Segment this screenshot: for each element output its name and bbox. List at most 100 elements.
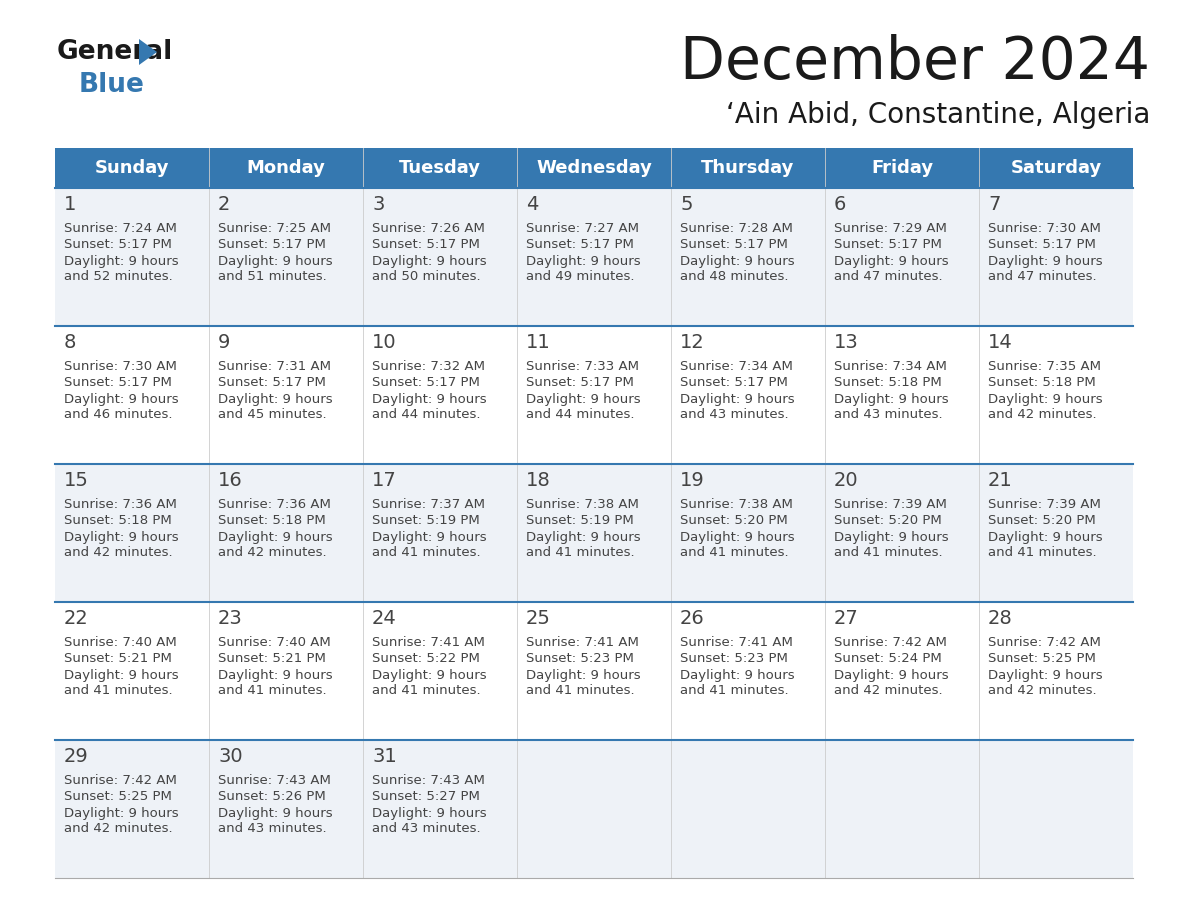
Text: and 52 minutes.: and 52 minutes. bbox=[64, 271, 172, 284]
Text: Sunrise: 7:37 AM: Sunrise: 7:37 AM bbox=[372, 498, 485, 511]
Text: Sunrise: 7:33 AM: Sunrise: 7:33 AM bbox=[526, 361, 639, 374]
Text: and 46 minutes.: and 46 minutes. bbox=[64, 409, 172, 421]
Text: Sunrise: 7:40 AM: Sunrise: 7:40 AM bbox=[219, 636, 330, 650]
Text: Daylight: 9 hours: Daylight: 9 hours bbox=[680, 393, 795, 406]
Text: Daylight: 9 hours: Daylight: 9 hours bbox=[219, 531, 333, 543]
Text: Sunrise: 7:39 AM: Sunrise: 7:39 AM bbox=[834, 498, 947, 511]
Text: Sunrise: 7:27 AM: Sunrise: 7:27 AM bbox=[526, 222, 639, 236]
Text: 19: 19 bbox=[680, 472, 704, 490]
Text: ‘Ain Abid, Constantine, Algeria: ‘Ain Abid, Constantine, Algeria bbox=[726, 101, 1150, 129]
Text: Daylight: 9 hours: Daylight: 9 hours bbox=[64, 531, 178, 543]
Text: Sunset: 5:22 PM: Sunset: 5:22 PM bbox=[372, 653, 480, 666]
Text: and 41 minutes.: and 41 minutes. bbox=[526, 685, 634, 698]
Text: and 41 minutes.: and 41 minutes. bbox=[526, 546, 634, 559]
Text: Thursday: Thursday bbox=[701, 159, 795, 177]
Text: and 43 minutes.: and 43 minutes. bbox=[834, 409, 942, 421]
Text: Sunset: 5:21 PM: Sunset: 5:21 PM bbox=[219, 653, 326, 666]
Text: Daylight: 9 hours: Daylight: 9 hours bbox=[526, 393, 640, 406]
Text: Daylight: 9 hours: Daylight: 9 hours bbox=[988, 531, 1102, 543]
Text: Tuesday: Tuesday bbox=[399, 159, 481, 177]
Text: Daylight: 9 hours: Daylight: 9 hours bbox=[64, 393, 178, 406]
Bar bbox=[55, 188, 1133, 326]
Text: and 42 minutes.: and 42 minutes. bbox=[988, 685, 1097, 698]
Text: Sunrise: 7:39 AM: Sunrise: 7:39 AM bbox=[988, 498, 1101, 511]
Text: and 48 minutes.: and 48 minutes. bbox=[680, 271, 789, 284]
Text: Sunset: 5:17 PM: Sunset: 5:17 PM bbox=[219, 376, 326, 389]
Text: Daylight: 9 hours: Daylight: 9 hours bbox=[680, 254, 795, 267]
Text: 11: 11 bbox=[526, 333, 551, 353]
Text: Sunset: 5:17 PM: Sunset: 5:17 PM bbox=[219, 239, 326, 252]
Text: Daylight: 9 hours: Daylight: 9 hours bbox=[372, 531, 487, 543]
Text: 20: 20 bbox=[834, 472, 859, 490]
Text: and 44 minutes.: and 44 minutes. bbox=[526, 409, 634, 421]
Text: Friday: Friday bbox=[871, 159, 933, 177]
Text: Sunset: 5:23 PM: Sunset: 5:23 PM bbox=[526, 653, 634, 666]
Text: and 42 minutes.: and 42 minutes. bbox=[219, 546, 327, 559]
Text: 15: 15 bbox=[64, 472, 89, 490]
Text: Sunrise: 7:36 AM: Sunrise: 7:36 AM bbox=[219, 498, 331, 511]
Text: Sunrise: 7:24 AM: Sunrise: 7:24 AM bbox=[64, 222, 177, 236]
Text: Sunset: 5:19 PM: Sunset: 5:19 PM bbox=[526, 514, 633, 528]
Text: Sunrise: 7:31 AM: Sunrise: 7:31 AM bbox=[219, 361, 331, 374]
Text: Daylight: 9 hours: Daylight: 9 hours bbox=[680, 668, 795, 681]
Text: Sunset: 5:25 PM: Sunset: 5:25 PM bbox=[64, 790, 172, 803]
Text: Daylight: 9 hours: Daylight: 9 hours bbox=[372, 254, 487, 267]
Bar bbox=[55, 464, 1133, 602]
Text: Sunset: 5:17 PM: Sunset: 5:17 PM bbox=[64, 239, 172, 252]
Text: Sunset: 5:24 PM: Sunset: 5:24 PM bbox=[834, 653, 942, 666]
Text: December 2024: December 2024 bbox=[680, 33, 1150, 91]
Text: Sunset: 5:25 PM: Sunset: 5:25 PM bbox=[988, 653, 1095, 666]
Text: Sunrise: 7:36 AM: Sunrise: 7:36 AM bbox=[64, 498, 177, 511]
Text: Sunset: 5:17 PM: Sunset: 5:17 PM bbox=[680, 239, 788, 252]
Text: General: General bbox=[57, 39, 173, 65]
Text: 26: 26 bbox=[680, 610, 704, 629]
Text: and 43 minutes.: and 43 minutes. bbox=[680, 409, 789, 421]
Text: Sunrise: 7:41 AM: Sunrise: 7:41 AM bbox=[526, 636, 639, 650]
Text: and 41 minutes.: and 41 minutes. bbox=[372, 546, 481, 559]
Text: and 43 minutes.: and 43 minutes. bbox=[219, 823, 327, 835]
Text: Daylight: 9 hours: Daylight: 9 hours bbox=[372, 393, 487, 406]
Text: Sunset: 5:17 PM: Sunset: 5:17 PM bbox=[64, 376, 172, 389]
Text: Sunrise: 7:29 AM: Sunrise: 7:29 AM bbox=[834, 222, 947, 236]
Text: 21: 21 bbox=[988, 472, 1012, 490]
Text: and 44 minutes.: and 44 minutes. bbox=[372, 409, 480, 421]
Text: Sunrise: 7:32 AM: Sunrise: 7:32 AM bbox=[372, 361, 485, 374]
Text: Daylight: 9 hours: Daylight: 9 hours bbox=[64, 668, 178, 681]
Text: 22: 22 bbox=[64, 610, 89, 629]
Text: Sunrise: 7:43 AM: Sunrise: 7:43 AM bbox=[372, 775, 485, 788]
Text: Daylight: 9 hours: Daylight: 9 hours bbox=[834, 668, 949, 681]
Text: Sunset: 5:17 PM: Sunset: 5:17 PM bbox=[680, 376, 788, 389]
Text: Sunrise: 7:28 AM: Sunrise: 7:28 AM bbox=[680, 222, 792, 236]
Text: and 42 minutes.: and 42 minutes. bbox=[64, 823, 172, 835]
Text: 17: 17 bbox=[372, 472, 397, 490]
Text: Daylight: 9 hours: Daylight: 9 hours bbox=[372, 668, 487, 681]
Text: 2: 2 bbox=[219, 196, 230, 215]
Text: 3: 3 bbox=[372, 196, 385, 215]
Text: Sunset: 5:27 PM: Sunset: 5:27 PM bbox=[372, 790, 480, 803]
Text: Sunset: 5:20 PM: Sunset: 5:20 PM bbox=[834, 514, 942, 528]
Text: Daylight: 9 hours: Daylight: 9 hours bbox=[372, 807, 487, 820]
Text: 28: 28 bbox=[988, 610, 1012, 629]
Text: 4: 4 bbox=[526, 196, 538, 215]
Text: 7: 7 bbox=[988, 196, 1000, 215]
Text: 12: 12 bbox=[680, 333, 704, 353]
Bar bbox=[55, 148, 1133, 188]
Text: Sunset: 5:18 PM: Sunset: 5:18 PM bbox=[988, 376, 1095, 389]
Text: and 41 minutes.: and 41 minutes. bbox=[372, 685, 481, 698]
Text: Daylight: 9 hours: Daylight: 9 hours bbox=[526, 668, 640, 681]
Text: Sunrise: 7:30 AM: Sunrise: 7:30 AM bbox=[64, 361, 177, 374]
Text: Daylight: 9 hours: Daylight: 9 hours bbox=[526, 531, 640, 543]
Text: Sunday: Sunday bbox=[95, 159, 169, 177]
Text: and 42 minutes.: and 42 minutes. bbox=[988, 409, 1097, 421]
Text: Sunrise: 7:25 AM: Sunrise: 7:25 AM bbox=[219, 222, 331, 236]
Text: 30: 30 bbox=[219, 747, 242, 767]
Text: 18: 18 bbox=[526, 472, 551, 490]
Text: Sunset: 5:20 PM: Sunset: 5:20 PM bbox=[988, 514, 1095, 528]
Text: Sunrise: 7:35 AM: Sunrise: 7:35 AM bbox=[988, 361, 1101, 374]
Text: 16: 16 bbox=[219, 472, 242, 490]
Text: Daylight: 9 hours: Daylight: 9 hours bbox=[219, 668, 333, 681]
Text: and 41 minutes.: and 41 minutes. bbox=[219, 685, 327, 698]
Text: and 41 minutes.: and 41 minutes. bbox=[680, 546, 789, 559]
Text: 8: 8 bbox=[64, 333, 76, 353]
Text: Daylight: 9 hours: Daylight: 9 hours bbox=[988, 254, 1102, 267]
